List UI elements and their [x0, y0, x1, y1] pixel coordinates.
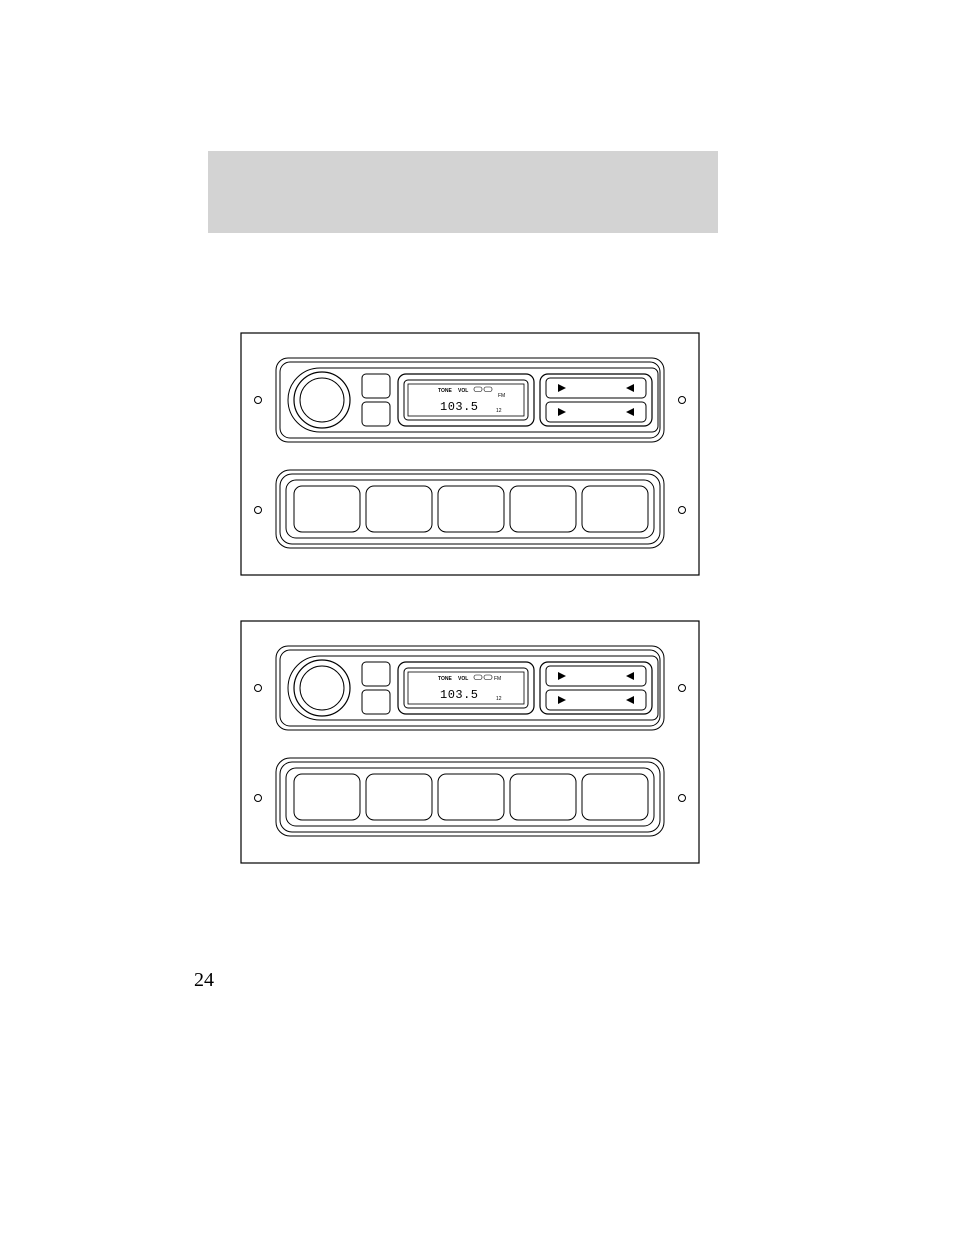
lcd-channel-2: 12	[496, 696, 502, 702]
lcd-tone-label-2: TONE	[438, 676, 452, 682]
svg-text:VOL: VOL	[458, 676, 468, 682]
svg-text:TONE: TONE	[438, 676, 452, 682]
svg-text:TONE: TONE	[438, 388, 452, 394]
svg-text:FM: FM	[494, 676, 501, 682]
svg-text:103.5: 103.5	[440, 688, 479, 702]
lcd-vol-label-1: VOL	[458, 388, 468, 394]
svg-text:FM: FM	[498, 393, 505, 399]
section-header-band	[208, 151, 718, 233]
lcd-frequency-2: 103.5	[440, 688, 479, 702]
radio-figure-2: TONE VOL FM 103.5 12	[240, 620, 700, 864]
lcd-frequency-1: 103.5	[440, 400, 479, 414]
svg-text:12: 12	[496, 408, 502, 414]
svg-text:VOL: VOL	[458, 388, 468, 394]
lcd-band-1: FM	[498, 393, 505, 399]
lcd-channel-1: 12	[496, 408, 502, 414]
lcd-tone-label-1: TONE	[438, 388, 452, 394]
lcd-vol-label-2: VOL	[458, 676, 468, 682]
svg-text:103.5: 103.5	[440, 400, 479, 414]
manual-page: TONE VOL FM 103.5 12	[0, 0, 954, 1235]
radio-figure-1: TONE VOL FM 103.5 12	[240, 332, 700, 576]
lcd-band-2: FM	[494, 676, 501, 682]
svg-text:12: 12	[496, 696, 502, 702]
page-number: 24	[194, 969, 214, 992]
